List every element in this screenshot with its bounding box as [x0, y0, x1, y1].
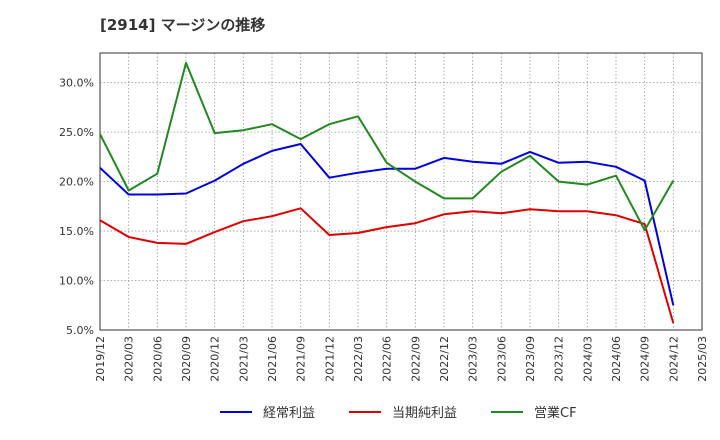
x-tick-label: 2019/12	[94, 336, 107, 382]
x-tick-label: 2021/06	[266, 336, 279, 382]
x-tick-label: 2021/03	[237, 336, 250, 382]
x-tick-label: 2023/06	[495, 336, 508, 382]
series-line	[99, 61, 675, 232]
x-tick-label: 2023/03	[467, 336, 480, 382]
x-tick-label: 2024/09	[639, 336, 652, 382]
legend-label: 営業CF	[534, 405, 577, 421]
x-tick-label: 2022/06	[381, 336, 394, 382]
legend-label: 経常利益	[263, 406, 315, 421]
x-tick-label: 2021/12	[323, 336, 336, 382]
x-tick-label: 2024/06	[610, 336, 623, 382]
chart-title: [2914] マージンの推移	[100, 16, 266, 34]
x-tick-label: 2021/09	[295, 336, 308, 382]
x-tick-label: 2022/09	[409, 336, 422, 382]
x-tick-label: 2023/09	[524, 336, 537, 382]
x-tick-label: 2020/03	[123, 336, 136, 382]
x-tick-label: 2022/12	[438, 336, 451, 382]
x-tick-label: 2024/03	[581, 336, 594, 382]
x-tick-label: 2020/09	[180, 336, 193, 382]
x-tick-label: 2023/12	[553, 336, 566, 382]
y-tick-label: 15.0%	[59, 225, 94, 238]
x-tick-label: 2020/12	[209, 336, 222, 382]
series-line	[99, 207, 675, 324]
grid-lines	[99, 53, 703, 331]
y-tick-label: 10.0%	[59, 275, 94, 288]
y-tick-label: 5.0%	[66, 324, 94, 337]
x-tick-label: 2020/06	[151, 336, 164, 382]
y-tick-label: 20.0%	[59, 176, 94, 189]
x-tick-label: 2022/03	[352, 336, 365, 382]
y-tick-label: 25.0%	[59, 126, 94, 139]
x-tick-label: 2024/12	[667, 336, 680, 382]
x-tick-label: 2025/03	[696, 336, 709, 382]
series-line	[99, 143, 675, 306]
legend-label: 当期純利益	[392, 406, 457, 421]
plot-frame	[99, 52, 703, 331]
y-tick-label: 30.0%	[59, 77, 94, 90]
